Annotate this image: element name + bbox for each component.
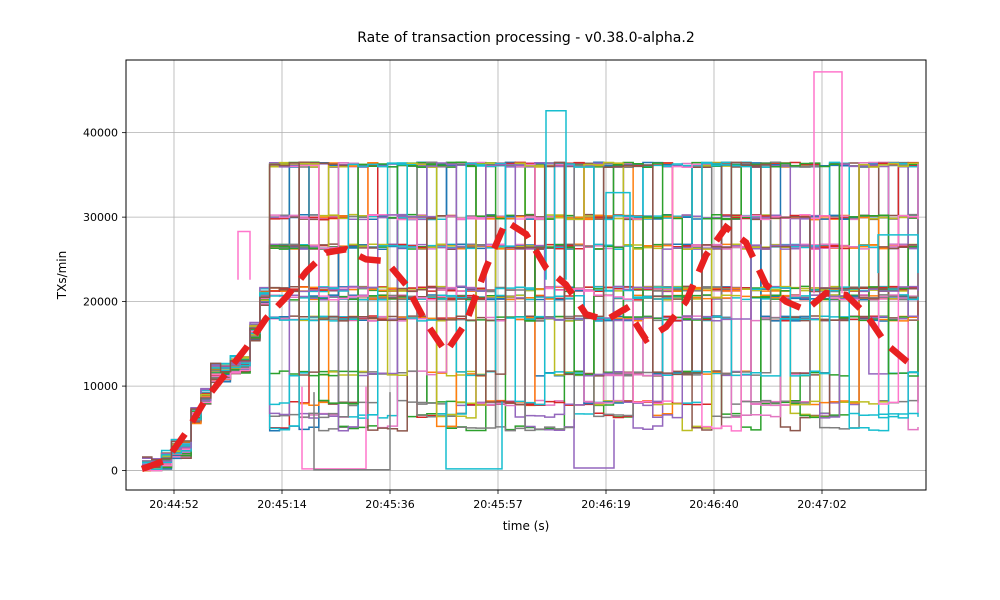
ytick-label: 10000 xyxy=(83,380,118,393)
line-chart: 20:44:52 20:45:14 20:45:36 20:45:57 20:46:19… xyxy=(0,0,1000,600)
ytick-label: 30000 xyxy=(83,211,118,224)
xtick-label: 20:44:52 xyxy=(149,498,198,511)
ytick-label: 0 xyxy=(111,465,118,478)
xtick-label: 20:45:14 xyxy=(257,498,306,511)
y-axis-label: TXs/min xyxy=(55,251,69,300)
x-axis-label: time (s) xyxy=(503,519,550,533)
xtick-label: 20:46:40 xyxy=(689,498,738,511)
chart-container: 20:44:52 20:45:14 20:45:36 20:45:57 20:46:19… xyxy=(0,0,1000,600)
xtick-label: 20:45:57 xyxy=(473,498,522,511)
xtick-label: 20:45:36 xyxy=(365,498,414,511)
ytick-label: 40000 xyxy=(83,127,118,140)
chart-title: Rate of transaction processing - v0.38.0… xyxy=(357,30,694,46)
xtick-label: 20:46:19 xyxy=(581,498,630,511)
ytick-label: 20000 xyxy=(83,296,118,309)
xtick-label: 20:47:02 xyxy=(797,498,846,511)
